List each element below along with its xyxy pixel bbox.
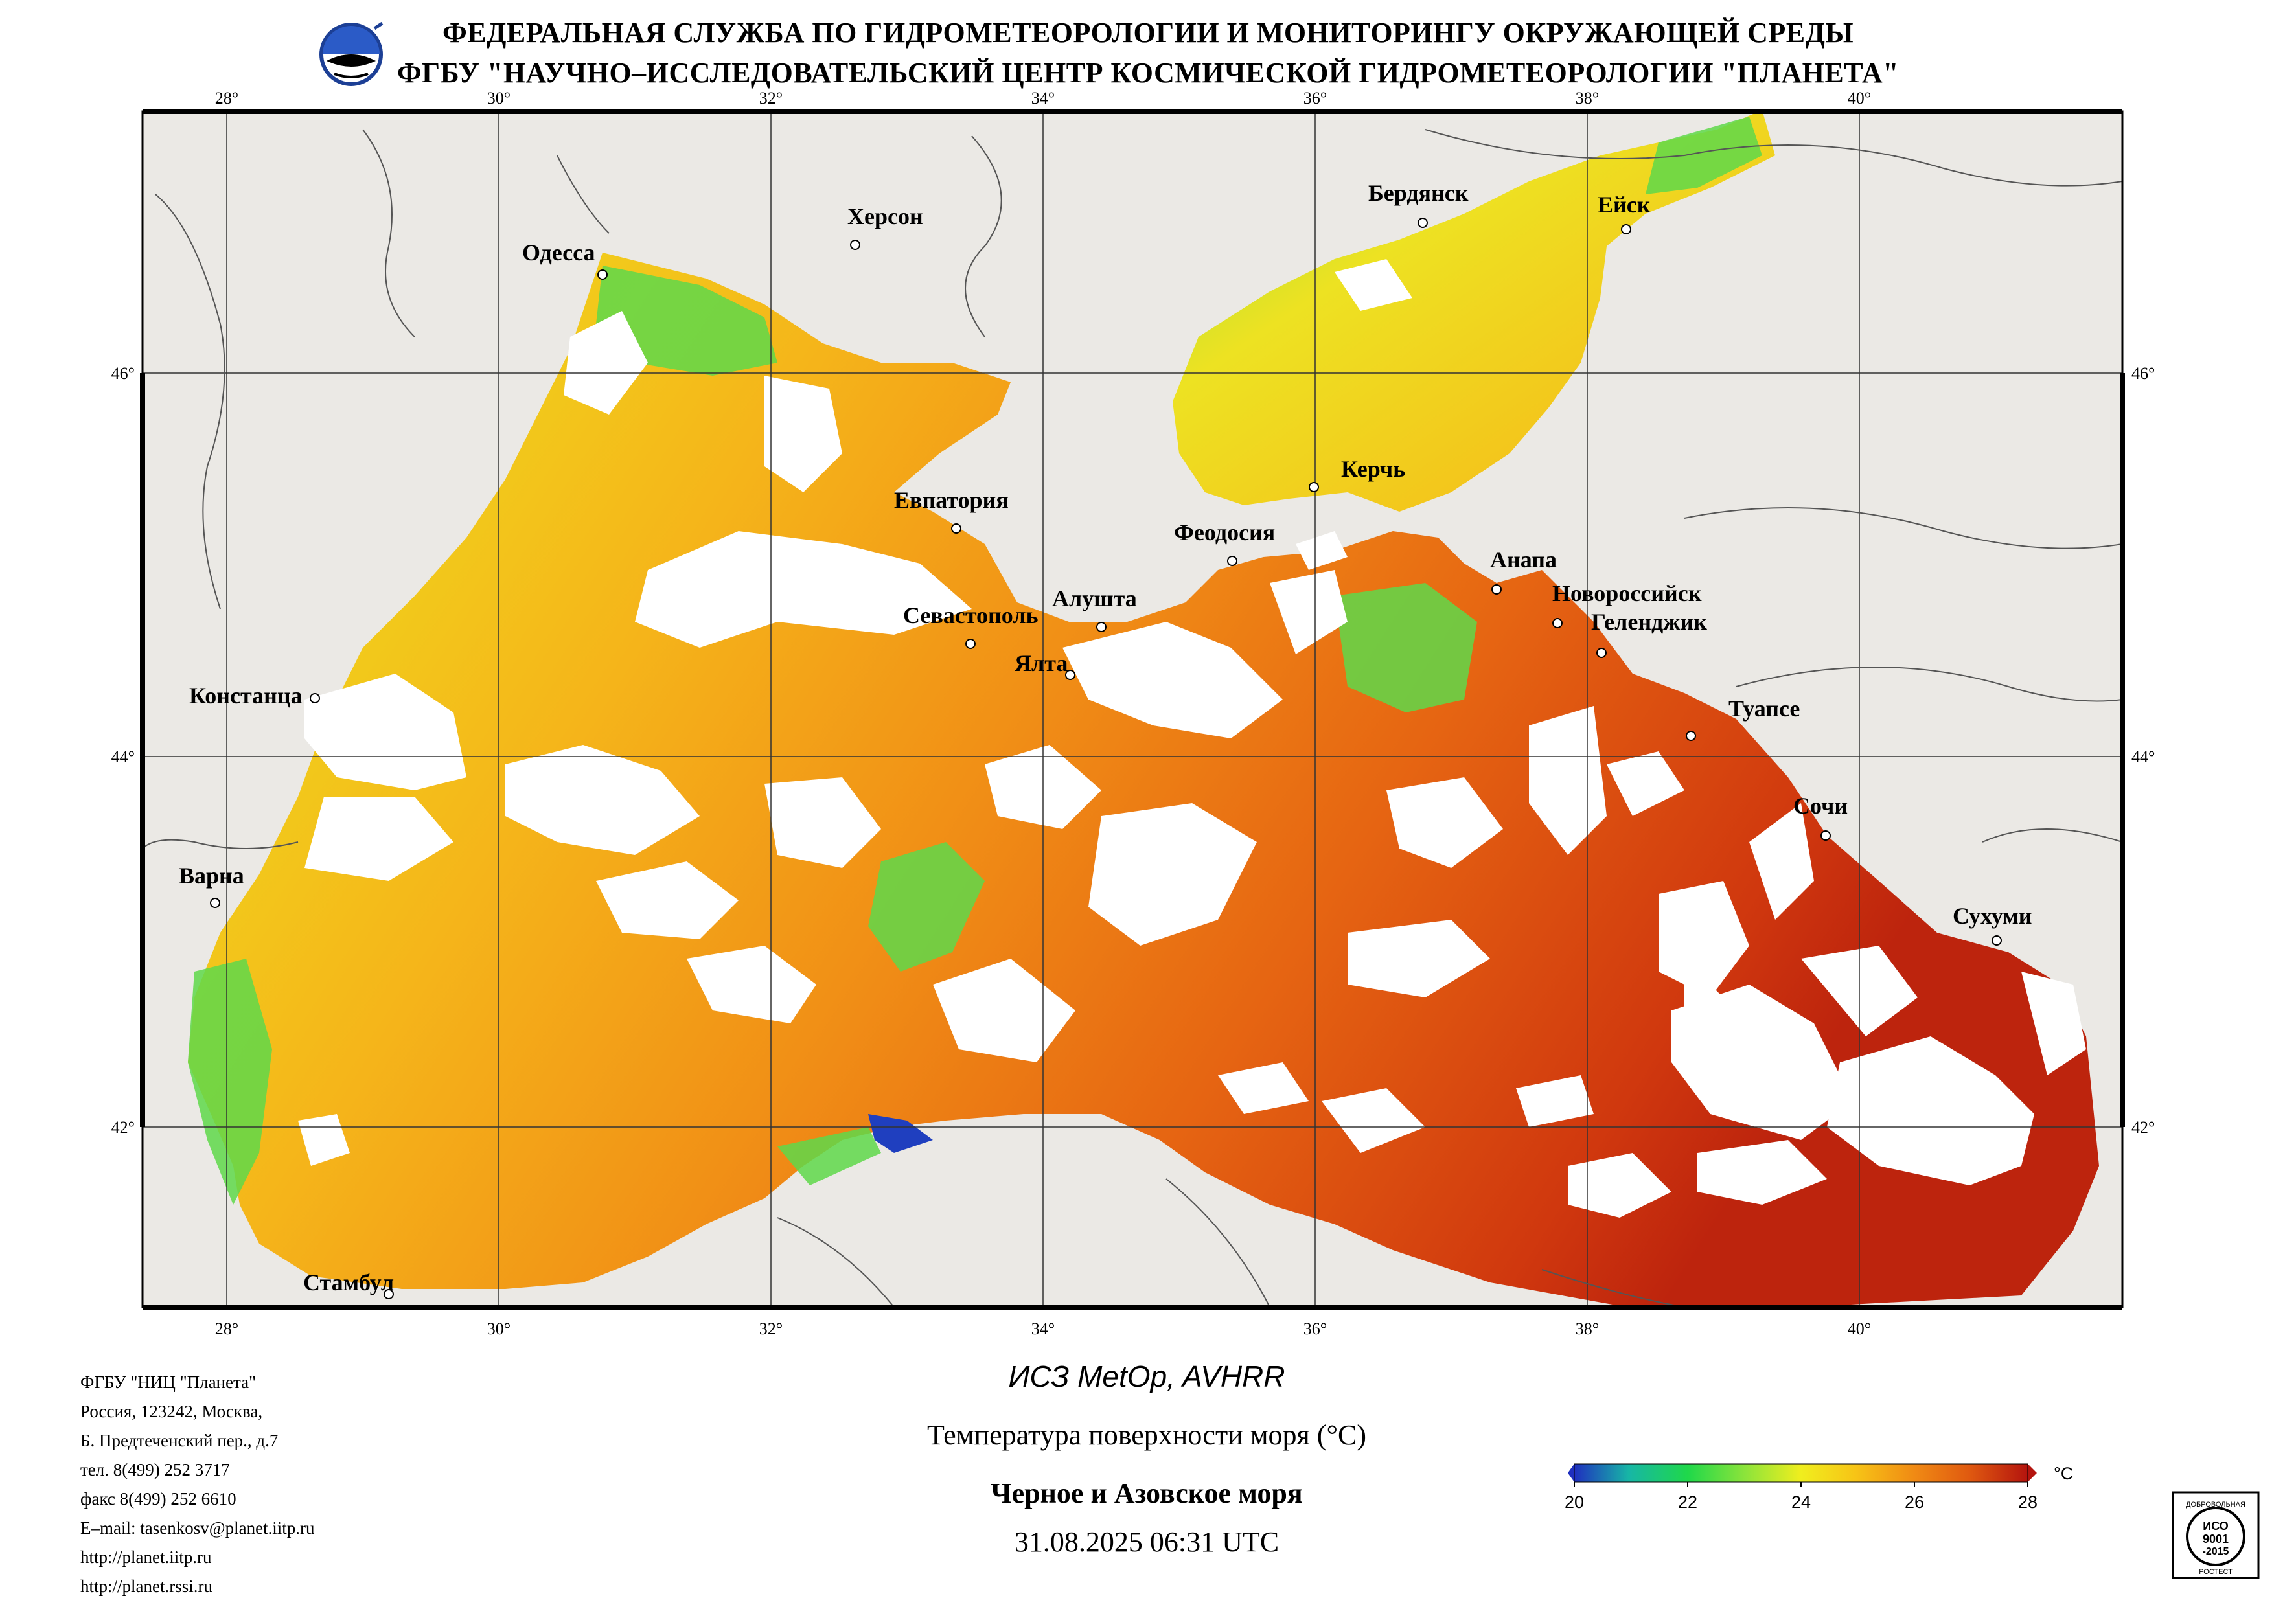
lon-tick: 36° bbox=[1303, 1319, 1327, 1338]
graticule bbox=[143, 111, 2122, 1307]
country-borders bbox=[143, 129, 2122, 1307]
lat-ticks-right: 46° 44° 42° bbox=[2131, 364, 2155, 1137]
lon-tick: 40° bbox=[1848, 89, 1871, 108]
lon-tick: 28° bbox=[215, 1319, 238, 1338]
region-label: Черное и Азовское моря bbox=[991, 1477, 1303, 1509]
lat-tick: 44° bbox=[111, 747, 135, 766]
colorbar-bar bbox=[1574, 1463, 2028, 1483]
org-line: Б. Предтеченский пер., д.7 bbox=[80, 1431, 279, 1450]
temperature-colorbar: 20 22 24 26 28 °C bbox=[1565, 1463, 2073, 1512]
city-label: Новороссийск bbox=[1552, 580, 1702, 606]
city-label: Геленджик bbox=[1591, 609, 1707, 635]
city-label: Алушта bbox=[1052, 586, 1137, 611]
colorbar-tick: 20 bbox=[1565, 1492, 1584, 1512]
lon-tick: 34° bbox=[1031, 89, 1055, 108]
black-sea-water bbox=[188, 253, 2099, 1306]
iso-mid-text: -2015 bbox=[2203, 1546, 2229, 1557]
lon-tick: 40° bbox=[1848, 1319, 1871, 1338]
colorbar-left-arrow bbox=[1568, 1464, 1574, 1482]
city-markers bbox=[210, 218, 2002, 1299]
city-label: Туапсе bbox=[1728, 696, 1800, 722]
lon-tick: 36° bbox=[1303, 89, 1327, 108]
org-line: http://planet.iitp.ru bbox=[80, 1547, 212, 1567]
header: ФЕДЕРАЛЬНАЯ СЛУЖБА ПО ГИДРОМЕТЕОРОЛОГИИ … bbox=[0, 13, 2296, 93]
iso-mid-text: ИСО bbox=[2203, 1520, 2229, 1533]
cold-upwelling-patch bbox=[868, 1114, 933, 1153]
lat-tick: 46° bbox=[111, 364, 135, 383]
datetime-label: 31.08.2025 06:31 UTC bbox=[1014, 1526, 1280, 1558]
lon-ticks-bottom: 28° 30° 32° 34° 36° 38° 40° bbox=[215, 1319, 1871, 1338]
org-line: Россия, 123242, Москва, bbox=[80, 1402, 263, 1421]
colorbar-tick: 24 bbox=[1791, 1492, 1811, 1512]
org-line: тел. 8(499) 252 3717 bbox=[80, 1460, 230, 1479]
lon-tick: 38° bbox=[1576, 89, 1599, 108]
lon-ticks-top: 28° 30° 32° 34° 36° 38° 40° bbox=[215, 89, 1871, 108]
city-label: Феодосия bbox=[1174, 519, 1275, 545]
city-label: Констанца bbox=[189, 683, 303, 709]
frame-thick-edges bbox=[140, 109, 2125, 1310]
city-label: Ейск bbox=[1598, 192, 1651, 218]
org-line: E–mail: tasenkosv@planet.iitp.ru bbox=[80, 1518, 315, 1538]
lat-tick: 42° bbox=[2131, 1118, 2155, 1137]
iso-top-text: ДОБРОВОЛЬНАЯ bbox=[2186, 1501, 2245, 1509]
lat-tick: 46° bbox=[2131, 364, 2155, 383]
colorbar-tick: 26 bbox=[1905, 1492, 1924, 1512]
city-label: Керчь bbox=[1341, 456, 1405, 482]
planeta-globe-icon bbox=[319, 21, 384, 86]
org-line: ФГБУ "НИЦ "Планета" bbox=[80, 1373, 257, 1392]
lon-tick: 34° bbox=[1031, 1319, 1055, 1338]
iso-certification-badge: ДОБРОВОЛЬНАЯ ИСО 9001 -2015 РОСТЕСТ bbox=[2172, 1491, 2260, 1579]
colorbar-tick: 28 bbox=[2018, 1492, 2038, 1512]
city-label: Херсон bbox=[847, 203, 923, 229]
azov-sea-water bbox=[1173, 111, 1775, 512]
lon-tick: 32° bbox=[759, 1319, 783, 1338]
city-label: Сухуми bbox=[1953, 903, 2032, 929]
city-label: Евпатория bbox=[894, 487, 1009, 513]
organization-contacts: ФГБУ "НИЦ "Планета" Россия, 123242, Моск… bbox=[80, 1368, 315, 1601]
org-line: факс 8(499) 252 6610 bbox=[80, 1489, 236, 1509]
colorbar-unit: °C bbox=[2054, 1464, 2073, 1483]
colorbar-tick: 22 bbox=[1678, 1492, 1697, 1512]
org-line: http://planet.rssi.ru bbox=[80, 1577, 212, 1596]
cool-water-patches bbox=[188, 117, 1762, 1205]
city-label: Стамбул bbox=[303, 1270, 394, 1295]
city-label: Ялта bbox=[1015, 650, 1068, 676]
lon-tick: 30° bbox=[487, 89, 511, 108]
city-labels: Одесса Херсон Бердянск Ейск Евпатория Ке… bbox=[179, 180, 2032, 1295]
city-label: Бердянск bbox=[1368, 180, 1469, 206]
parameter-label: Температура поверхности моря (°C) bbox=[926, 1419, 1367, 1451]
city-label: Анапа bbox=[1490, 547, 1557, 573]
lon-tick: 38° bbox=[1576, 1319, 1599, 1338]
satellite-label: ИСЗ MetOp, AVHRR bbox=[1008, 1360, 1285, 1393]
colorbar-right-arrow bbox=[2028, 1464, 2037, 1482]
header-line-2: ФГБУ "НАУЧНО–ИССЛЕДОВАТЕЛЬСКИЙ ЦЕНТР КОС… bbox=[396, 57, 1900, 89]
city-label: Одесса bbox=[522, 240, 595, 266]
city-label: Сочи bbox=[1793, 793, 1848, 819]
lon-tick: 32° bbox=[759, 89, 783, 108]
city-label: Севастополь bbox=[903, 602, 1039, 628]
iso-bottom-text: РОСТЕСТ bbox=[2199, 1568, 2233, 1576]
lon-tick: 30° bbox=[487, 1319, 511, 1338]
lat-ticks-left: 46° 44° 42° bbox=[111, 364, 135, 1137]
iso-mid-text: 9001 bbox=[2203, 1533, 2229, 1545]
header-line-1: ФЕДЕРАЛЬНАЯ СЛУЖБА ПО ГИДРОМЕТЕОРОЛОГИИ … bbox=[442, 17, 1854, 49]
lon-tick: 28° bbox=[215, 89, 238, 108]
lat-tick: 44° bbox=[2131, 747, 2155, 766]
lat-tick: 42° bbox=[111, 1118, 135, 1137]
city-label: Варна bbox=[179, 863, 244, 889]
